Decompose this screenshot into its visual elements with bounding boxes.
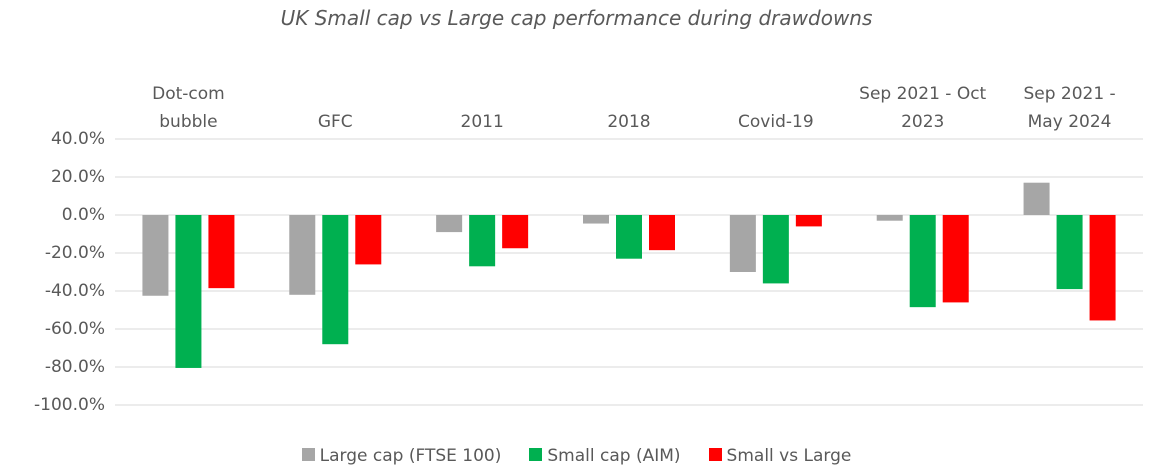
y-tick-label: -80.0% [45,357,105,377]
bar [649,215,675,251]
legend-item: Large cap (FTSE 100) [301,446,502,466]
bar [1089,215,1116,321]
bar [1056,215,1083,290]
bar [469,215,496,267]
x-tick-label: 2011 [460,112,504,132]
bar [729,215,756,272]
bar [322,215,349,345]
bar [762,215,789,284]
y-tick-label: -40.0% [45,281,105,301]
legend-label: Small vs Large [726,446,852,466]
y-tick-label: 20.0% [51,167,105,187]
bar [876,215,903,221]
bar [208,215,235,289]
legend-swatch [529,448,543,461]
chart-title: UK Small cap vs Large cap performance du… [280,6,873,30]
bar [909,215,936,308]
bar [355,215,382,265]
x-tick-label: Covid-19 [738,112,814,132]
bar [142,215,169,296]
y-tick-label: 40.0% [51,129,105,149]
legend-swatch [301,448,315,461]
bar [289,215,316,295]
bar [795,215,822,227]
y-tick-label: -20.0% [45,243,105,263]
bar [175,215,202,368]
x-tick-label: Sep 2021 - May 2024 [1023,84,1116,132]
x-tick-label: GFC [317,112,353,132]
legend: Large cap (FTSE 100) Small cap (AIM) Small… [0,446,1153,466]
legend-swatch [708,448,722,461]
legend-label: Large cap (FTSE 100) [319,446,502,466]
bar [616,215,642,259]
legend-item: Small cap (AIM) [529,446,681,466]
y-tick-label: -100.0% [34,395,105,415]
bar [436,215,463,233]
bar [1023,182,1050,215]
y-tick-label: 0.0% [62,205,105,225]
x-tick-label: Dot-com bubble [152,84,225,132]
bar [583,215,609,224]
x-tick-label: Sep 2021 - Oct 2023 [859,84,987,132]
bar [502,215,529,249]
bar [942,215,969,303]
x-tick-label: 2018 [607,112,651,132]
legend-item: Small vs Large [708,446,852,466]
y-tick-label: -60.0% [45,319,105,339]
legend-label: Small cap (AIM) [547,446,681,466]
